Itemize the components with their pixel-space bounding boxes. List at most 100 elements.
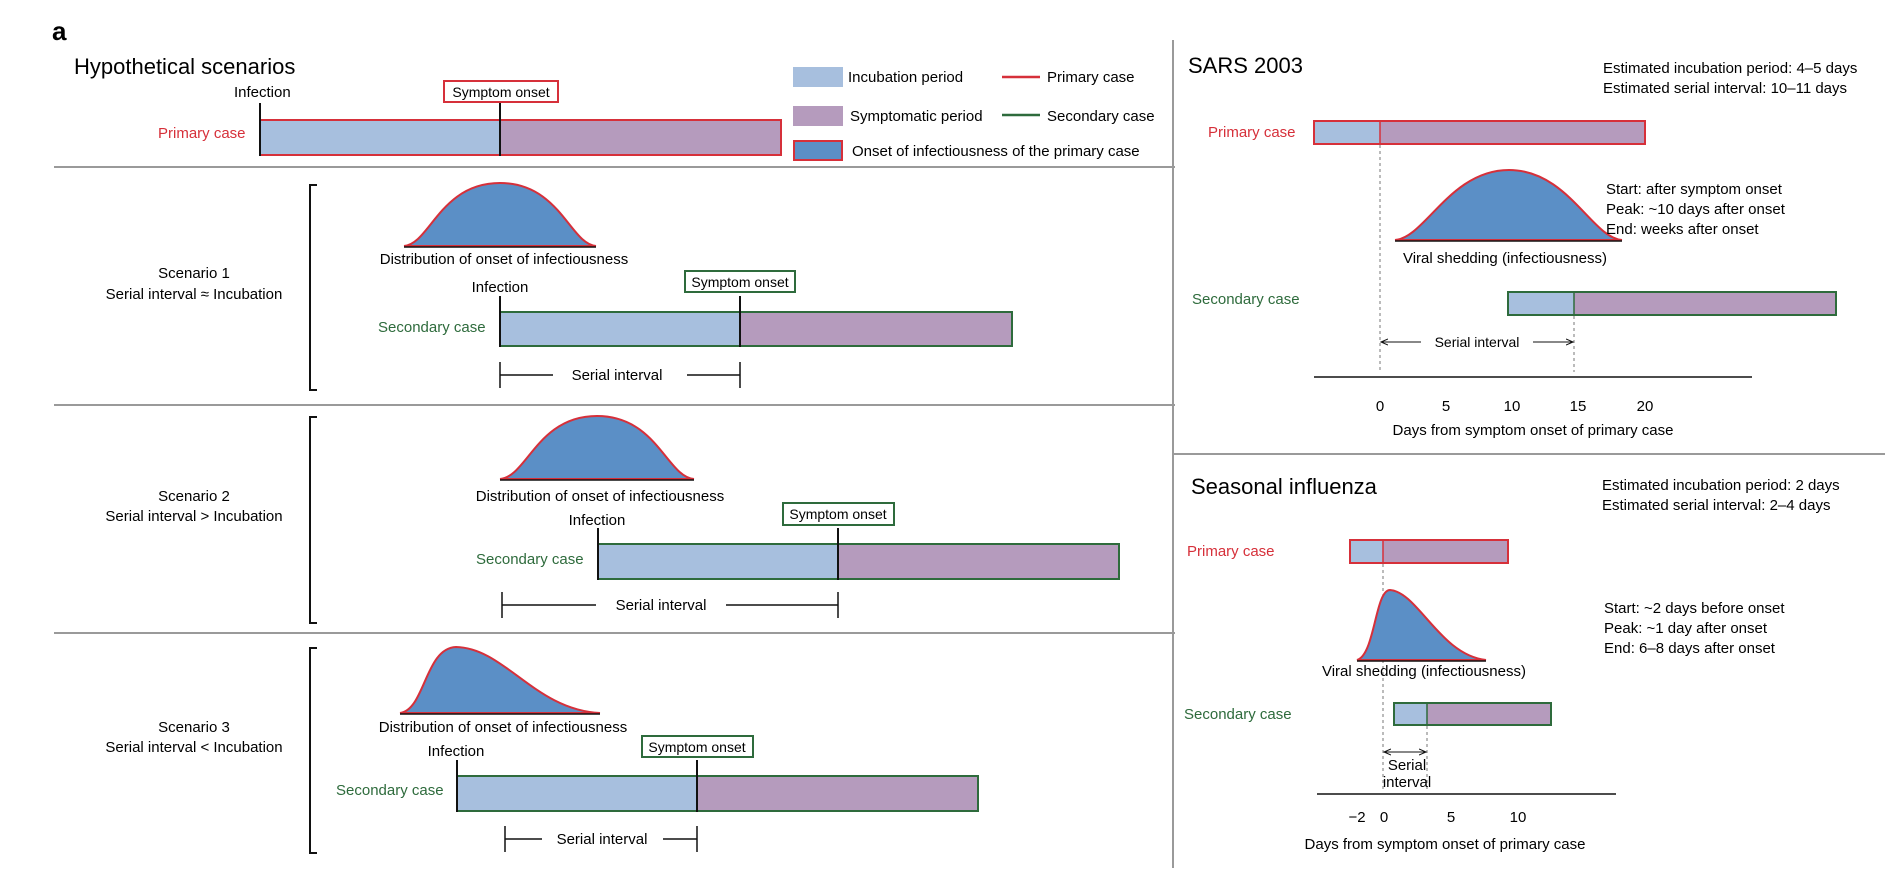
sars-peak: Peak: ~10 days after onset [1606,201,1786,218]
sars-secondary-label: Secondary case [1192,291,1300,308]
sars-primary-symptomatic-bar [1380,121,1645,144]
flu-tick-0: 0 [1380,809,1388,826]
sars-shedding-label: Viral shedding (infectiousness) [1403,250,1607,267]
flu-primary-symptomatic-bar [1383,540,1508,563]
scenario-1-infection-label: Infection [472,279,529,296]
scenario-3-name: Scenario 3 [158,719,230,736]
scenario-3: Scenario 3 Serial interval < Incubation … [105,645,979,854]
scenario-1-distribution-label: Distribution of onset of infectiousness [380,251,628,268]
flu-serial-interval-line2: interval [1383,774,1431,791]
flu-tick-10: 10 [1510,809,1527,826]
scenario-1-serial-interval-label: Serial interval [572,367,663,384]
sars-shedding-curve [1394,168,1623,241]
primary-case-label: Primary case [158,125,246,142]
panel-label: a [52,16,67,46]
sars-secondary-incubation-bar [1508,292,1574,315]
flu-tick-5: 5 [1447,809,1455,826]
sars-tick-20: 20 [1637,398,1654,415]
sars-est-incubation: Estimated incubation period: 4–5 days [1603,60,1857,77]
scenario-3-secondary-label: Secondary case [336,782,444,799]
sars-end: End: weeks after onset [1606,221,1759,238]
scenario-2-serial-interval-label: Serial interval [616,597,707,614]
scenario-1-symptomatic-bar [740,312,1012,346]
legend-incubation-label: Incubation period [848,69,963,86]
flu-est-incubation: Estimated incubation period: 2 days [1602,477,1840,494]
primary-symptom-onset-label: Symptom onset [452,84,549,100]
scenario-1-relation: Serial interval ≈ Incubation [106,286,283,303]
sars-est-serial: Estimated serial interval: 10–11 days [1603,80,1847,97]
flu-serial-interval-line1: Serial [1388,757,1426,774]
sars-primary-outline [1313,120,1646,145]
scenario-2-name: Scenario 2 [158,488,230,505]
primary-incubation-bar [260,120,500,155]
scenario-3-bracket [309,647,317,854]
sars-panel: SARS 2003 Estimated incubation period: 4… [1188,53,1857,439]
flu-peak: Peak: ~1 day after onset [1604,620,1768,637]
primary-infection-label: Infection [234,84,291,101]
scenario-3-symptom-onset-label: Symptom onset [648,739,745,755]
sars-tick-15: 15 [1570,398,1587,415]
flu-tick-neg2: −2 [1348,809,1365,826]
flu-secondary-symptomatic-bar [1427,703,1551,725]
scenario-2-distribution-label: Distribution of onset of infectiousness [476,488,724,505]
flu-secondary-label: Secondary case [1184,706,1292,723]
sars-title: SARS 2003 [1188,53,1303,78]
flu-secondary-outline [1393,702,1552,726]
scenario-1-symptom-onset-label: Symptom onset [691,274,788,290]
sars-primary-incubation-bar [1314,121,1380,144]
legend-primary-label: Primary case [1047,69,1135,86]
flu-primary-label: Primary case [1187,543,1275,560]
scenario-3-symptom-onset-box [641,735,754,758]
legend-onset-label: Onset of infectiousness of the primary c… [852,143,1140,160]
sars-secondary-outline [1507,291,1837,316]
flu-end: End: 6–8 days after onset [1604,640,1776,657]
sars-primary-label: Primary case [1208,124,1296,141]
primary-symptom-onset-box [443,80,559,103]
scenario-2-infection-label: Infection [569,512,626,529]
scenario-3-relation: Serial interval < Incubation [105,739,282,756]
scenario-1-bracket [309,184,317,391]
scenario-1-incubation-bar [500,312,740,346]
legend-secondary-label: Secondary case [1047,108,1155,125]
scenario-2-symptomatic-bar [838,544,1119,579]
flu-start: Start: ~2 days before onset [1604,600,1785,617]
scenario-3-distribution-label: Distribution of onset of infectiousness [379,719,627,736]
sars-tick-10: 10 [1504,398,1521,415]
flu-est-serial: Estimated serial interval: 2–4 days [1602,497,1830,514]
sars-start: Start: after symptom onset [1606,181,1783,198]
scenario-3-serial-interval-label: Serial interval [557,831,648,848]
scenario-2-bracket [309,416,317,624]
flu-primary-outline [1349,539,1509,564]
legend-onset-swatch [793,140,843,161]
flu-title: Seasonal influenza [1191,474,1378,499]
scenario-2: Scenario 2 Serial interval > Incubation … [105,414,1120,624]
scenario-1-secondary-label: Secondary case [378,319,486,336]
scenario-3-distribution-curve [399,645,601,714]
legend-symptomatic-swatch [793,106,843,126]
left-title: Hypothetical scenarios [74,54,295,79]
scenario-1-symptom-onset-box [684,270,796,293]
legend-incubation-swatch [793,67,843,87]
scenario-2-relation: Serial interval > Incubation [105,508,282,525]
legend-symptomatic-label: Symptomatic period [850,108,983,125]
scenario-2-symptom-onset-box [782,502,895,526]
flu-secondary-incubation-bar [1394,703,1427,725]
sars-serial-interval-label: Serial interval [1435,334,1520,350]
flu-axis-label: Days from symptom onset of primary case [1305,836,1586,853]
primary-symptomatic-bar [500,120,781,155]
scenario-1-distribution-curve [403,181,597,247]
scenario-1-name: Scenario 1 [158,265,230,282]
hypothetical-primary-case: Infection Symptom onset Primary case [158,80,782,156]
scenario-2-distribution-curve [499,414,695,480]
scenario-3-incubation-bar [457,776,697,811]
scenario-2-symptom-onset-label: Symptom onset [789,506,886,522]
sars-tick-5: 5 [1442,398,1450,415]
scenario-2-incubation-bar [598,544,838,579]
flu-shedding-label: Viral shedding (infectiousness) [1322,663,1526,680]
scenario-3-infection-label: Infection [428,743,485,760]
legend: Incubation period Primary case Symptomat… [793,67,1155,161]
scenario-2-secondary-label: Secondary case [476,551,584,568]
sars-axis-label: Days from symptom onset of primary case [1393,422,1674,439]
sars-secondary-symptomatic-bar [1574,292,1836,315]
